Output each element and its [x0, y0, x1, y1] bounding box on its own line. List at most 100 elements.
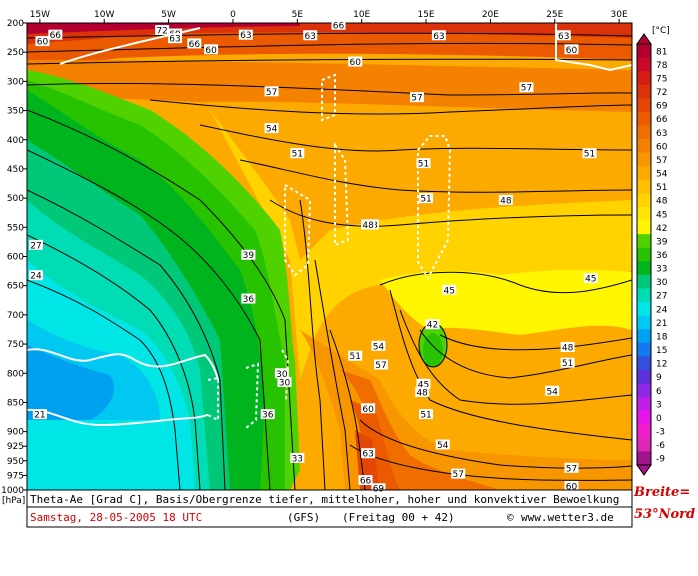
contour-label-text: 60: [362, 405, 374, 415]
colorbar-swatch: [637, 84, 651, 99]
contour-label: 51: [419, 193, 434, 205]
y-axis-unit-label: [hPa]: [2, 496, 25, 506]
contour-label-box: [498, 194, 513, 205]
contour-label: 30: [274, 368, 289, 380]
contour-label-text: 45: [443, 286, 454, 296]
contour-label-text: 66: [333, 21, 345, 31]
colorbar-tick-label: 36: [656, 251, 668, 261]
contour-label-box: [373, 359, 388, 370]
contour-label-text: 63: [558, 32, 569, 42]
contour-label-box: [168, 33, 183, 44]
contour-label-box: [419, 409, 434, 420]
contour-label: 45: [442, 284, 457, 296]
contour-label: 60: [564, 44, 579, 56]
contour-label: 30: [277, 377, 292, 389]
contour-label-box: [29, 239, 44, 250]
contour-label-text: 66: [50, 31, 62, 41]
contour-label-box: [361, 448, 376, 459]
contour-label: 24: [29, 270, 44, 282]
contour-label-box: [564, 44, 579, 55]
colorbar-swatch: [637, 369, 651, 385]
colorbar-swatch: [637, 111, 651, 126]
colorbar-swatch: [637, 383, 651, 398]
colorbar-tick-label: 6: [656, 387, 662, 397]
colorbar-tick-label: 33: [656, 265, 667, 275]
contour-label: 51: [582, 148, 597, 160]
contour-label-box: [277, 377, 292, 388]
contour-label-text: 24: [30, 272, 42, 282]
forecast-info: (Freitag 00 + 42): [342, 511, 455, 524]
contour-label-text: 57: [452, 470, 463, 480]
colorbar-swatch: [637, 274, 651, 289]
colorbar-tick-label: 9: [656, 373, 662, 383]
colorbar-swatch: [637, 356, 651, 371]
y-tick-label: 1000: [1, 486, 24, 496]
contour-label-text: 60: [205, 46, 217, 56]
contour-label: 57: [451, 468, 466, 480]
contour-label-box: [361, 403, 376, 414]
contour-label: 63: [303, 30, 318, 42]
colorbar-tick-label: 0: [656, 414, 662, 424]
source-site: www.wetter3.de: [521, 511, 614, 524]
y-tick-label: 300: [7, 77, 24, 87]
colorbar-tick-label: -3: [656, 428, 665, 438]
contour-label: 60: [564, 480, 579, 492]
y-tick-label: 550: [7, 223, 24, 233]
y-tick-label: 450: [7, 165, 24, 175]
colorbar-tick-label: 3: [656, 400, 662, 410]
contour-label-box: [371, 483, 386, 494]
contour-label-text: 51: [420, 411, 431, 421]
contour-label-text: 57: [521, 84, 532, 94]
colorbar-swatch: [637, 410, 651, 425]
contour-label: 54: [545, 385, 560, 397]
colorbar-tick-label: 81: [656, 47, 667, 57]
colorbar-tick-label: 45: [656, 210, 667, 220]
y-tick-label: 700: [7, 311, 24, 321]
contour-label: 63: [168, 33, 183, 45]
y-tick-label: 750: [7, 340, 24, 350]
contour-label-box: [560, 357, 575, 368]
contour-label-text: 48: [362, 221, 374, 231]
colorbar-swatch: [637, 315, 651, 330]
contour-label: 48: [560, 341, 575, 353]
contour-label-text: 51: [418, 160, 429, 170]
contour-label: 45: [583, 273, 598, 285]
contour-label-text: 63: [433, 32, 444, 42]
contour-label: 33: [290, 452, 305, 464]
contour-label-box: [274, 368, 289, 379]
colorbar-swatch: [637, 220, 651, 235]
x-tick-label: 10E: [353, 10, 370, 20]
contour-label-box: [560, 341, 575, 352]
y-tick-label: 950: [7, 457, 24, 467]
colorbar-swatch: [637, 152, 651, 167]
y-axis-ticks: 200 250 300 350 400 450 500 550 600 650 700 750 800 8…: [1, 19, 27, 496]
contour-label-box: [416, 378, 431, 389]
colorbar-swatch: [637, 437, 651, 452]
contour-label: 57: [373, 359, 388, 371]
contour-label-box: [264, 123, 279, 134]
contour-label: 63: [361, 448, 376, 460]
contour-label: 51: [560, 357, 575, 369]
contour-label-text: 51: [350, 352, 361, 362]
y-tick-label: 900: [7, 428, 24, 438]
contour-label-text: 66: [360, 477, 372, 487]
contour-label-text: 60: [566, 482, 578, 492]
contour-label-box: [331, 19, 346, 30]
contour-label-text: 48: [500, 196, 512, 206]
contour-label: 63: [556, 30, 571, 42]
colorbar-swatch: [637, 424, 651, 439]
colorbar-tick-label: 75: [656, 74, 667, 84]
colorbar-swatch: [637, 98, 651, 113]
contour-label-box: [564, 480, 579, 491]
contour-label-text: 54: [546, 387, 558, 397]
colorbar-swatch: [637, 206, 651, 222]
contour-label: 51: [419, 409, 434, 421]
colorbar-tick-label: 60: [656, 142, 668, 152]
contour-label-box: [348, 350, 363, 361]
contour-label: 48: [498, 194, 513, 206]
contour-label-box: [431, 30, 446, 41]
contour-label-box: [290, 148, 305, 159]
contour-label: 39: [241, 249, 256, 261]
colorbar-swatch: [637, 329, 651, 344]
